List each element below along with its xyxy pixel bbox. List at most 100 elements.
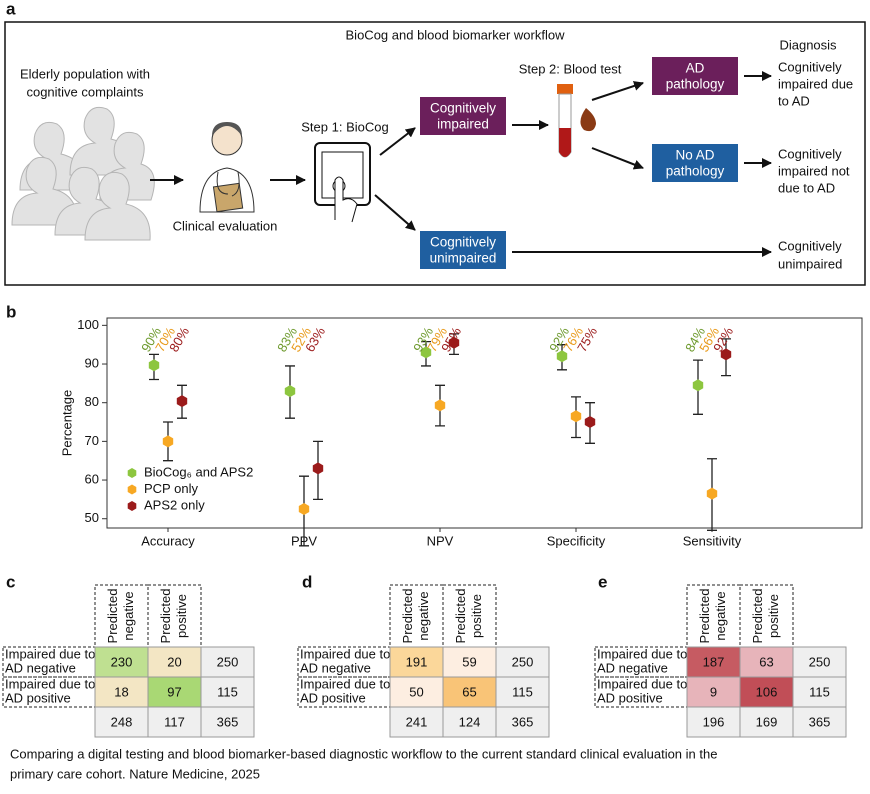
cell-text: 365 (512, 714, 534, 729)
ad-text: AD (686, 61, 705, 76)
row-header: AD positive (597, 690, 663, 705)
outcome-text: impaired not (778, 163, 850, 178)
panel-frame (4, 21, 866, 286)
arrow (591, 81, 644, 101)
cell (495, 676, 550, 708)
noad-box (652, 144, 738, 182)
cell-text: 97 (167, 684, 181, 699)
population-icon (11, 106, 155, 241)
y-tick-label: 90 (85, 355, 99, 370)
point (448, 336, 460, 349)
cell (94, 706, 149, 738)
legend-marker (127, 468, 137, 478)
col-header: Predicted (453, 589, 468, 644)
point (584, 416, 596, 428)
impaired-text: Cognitively (430, 101, 496, 116)
cell-text: 115 (512, 684, 533, 699)
point (176, 395, 188, 408)
point (420, 346, 432, 359)
row-header: Impaired due to (5, 646, 95, 661)
outcome-text: impaired due (778, 76, 853, 91)
col-header: positive (766, 594, 781, 638)
cell (200, 676, 255, 708)
cell-text: 20 (167, 654, 181, 669)
cell-text: 115 (809, 684, 830, 699)
outcome-text: to AD (778, 93, 810, 108)
cell (94, 646, 149, 678)
cell-text: 191 (406, 654, 428, 669)
col-header: Predicted (400, 589, 415, 644)
cell-text: 65 (462, 684, 476, 699)
cell (686, 676, 741, 708)
cell-text: 187 (703, 654, 725, 669)
cell-text: 169 (756, 714, 778, 729)
unimpaired-box (420, 231, 506, 269)
point (148, 359, 160, 372)
outcomes: Cognitively impaired due to AD Cognitive… (778, 59, 853, 271)
cell (442, 646, 497, 678)
row-header: Impaired due to (300, 676, 390, 691)
cell-text: 250 (809, 654, 831, 669)
point (162, 435, 174, 448)
point (298, 503, 310, 515)
point (720, 348, 732, 361)
unimpaired-text: Cognitively (430, 235, 496, 250)
cell (792, 706, 847, 738)
x-tick-label: Accuracy (141, 533, 195, 548)
diagnosis-header: Diagnosis (779, 37, 837, 52)
row-header: Impaired due to (300, 646, 390, 661)
tablet-icon (314, 142, 371, 223)
impaired-box (420, 97, 506, 135)
outcome-text: unimpaired (778, 256, 842, 271)
cell (442, 706, 497, 738)
cell (792, 676, 847, 708)
row-header: AD negative (5, 660, 76, 675)
cell-text: 365 (809, 714, 831, 729)
y-tick-label: 100 (77, 317, 99, 332)
col-header: positive (469, 594, 484, 638)
cell-text: 115 (217, 684, 238, 699)
impaired-text: impaired (437, 117, 489, 132)
noad-text: pathology (666, 164, 725, 179)
y-tick-label: 60 (85, 471, 99, 486)
panel-label: d (302, 572, 312, 591)
cell (94, 676, 149, 708)
col-header: Predicted (750, 589, 765, 644)
y-tick-label: 50 (85, 510, 99, 525)
point (706, 487, 718, 500)
cell-text: 230 (111, 654, 133, 669)
row-header: AD positive (5, 690, 71, 705)
unimpaired-text: unimpaired (430, 251, 497, 266)
cell-text: 106 (756, 684, 778, 699)
caption: Comparing a digital testing and blood bi… (10, 746, 717, 761)
col-header: negative (121, 591, 136, 640)
point (434, 399, 446, 412)
legend-label: APS2 only (144, 497, 205, 512)
row-header: AD negative (300, 660, 371, 675)
cell (686, 706, 741, 738)
col-header: negative (713, 591, 728, 640)
clinical-text: Clinical evaluation (173, 218, 278, 233)
cell (200, 646, 255, 678)
noad-text: No AD (675, 148, 714, 163)
blood-tube-icon (557, 84, 596, 158)
arrow (379, 127, 416, 156)
cell (147, 706, 202, 738)
cell (495, 706, 550, 738)
row-header: Impaired due to (597, 646, 687, 661)
panel-label: c (6, 572, 15, 591)
outcome-text: due to AD (778, 180, 835, 195)
ad-text: pathology (666, 77, 725, 92)
cell-text: 124 (459, 714, 481, 729)
outcome-text: Cognitively (778, 238, 842, 253)
point (556, 350, 568, 363)
cell (389, 706, 444, 738)
x-tick-label: Sensitivity (683, 533, 742, 548)
caption: primary care cohort. Nature Medicine, 20… (10, 766, 260, 781)
cell (442, 676, 497, 708)
step2-text: Step 2: Blood test (519, 61, 622, 76)
cell-text: 250 (217, 654, 239, 669)
col-header: positive (174, 594, 189, 638)
legend-marker (127, 501, 137, 511)
